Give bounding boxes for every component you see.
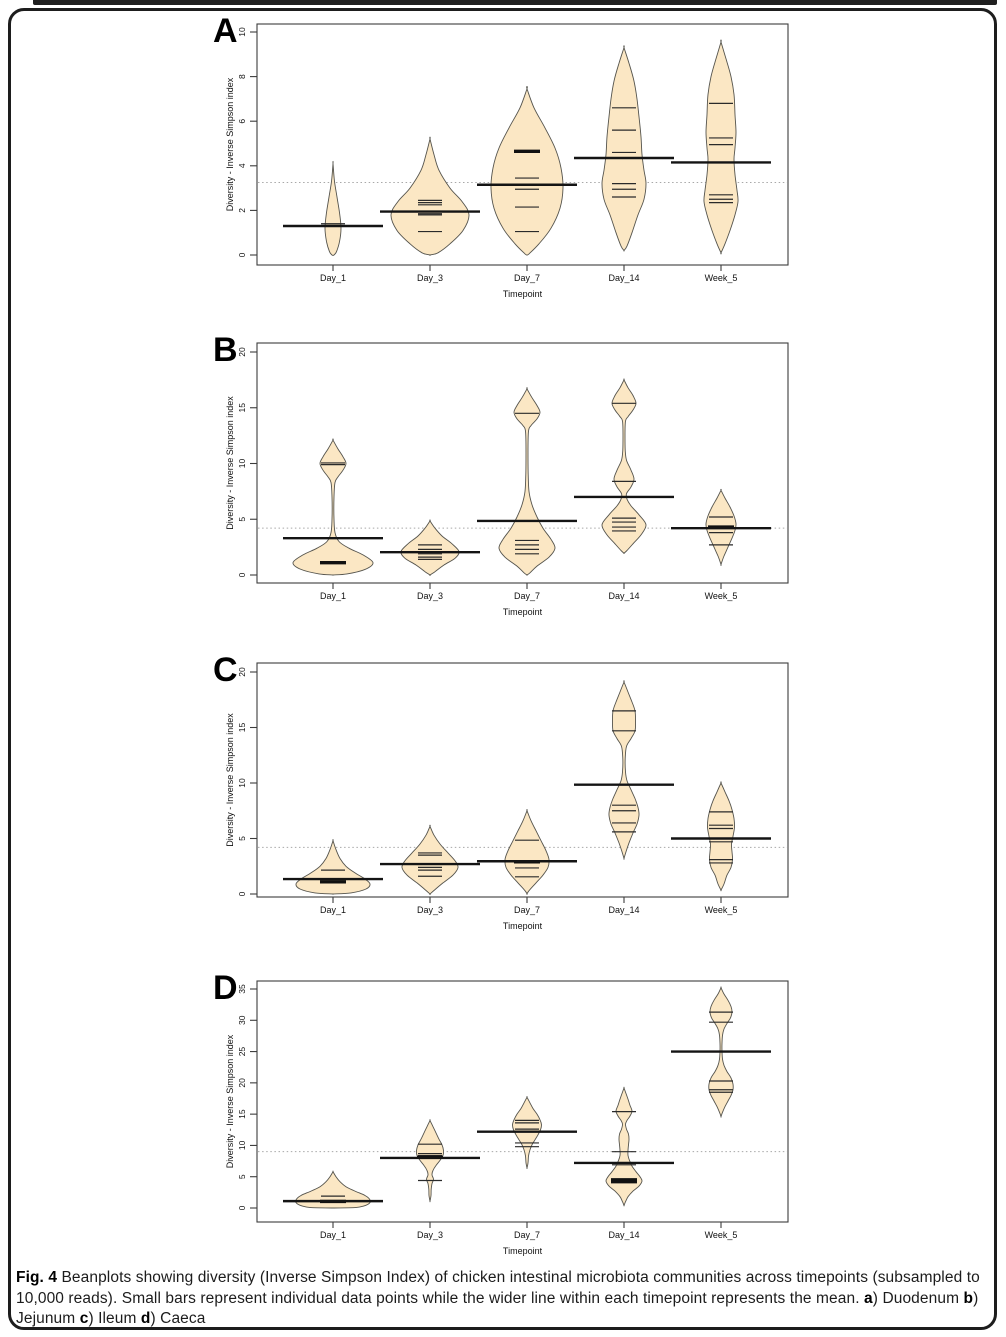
y-axis-title: Diversity - Inverse Simpson index xyxy=(225,1034,235,1168)
violin-day_14 xyxy=(601,45,647,252)
x-tick-label: Day_1 xyxy=(320,905,346,915)
y-tick-label: 0 xyxy=(237,1205,247,1210)
x-tick-label: Week_5 xyxy=(705,273,738,283)
y-tick-label: 4 xyxy=(237,163,247,168)
y-tick-label: 15 xyxy=(237,1109,247,1119)
violin-day_7 xyxy=(498,387,556,576)
x-tick-label: Day_7 xyxy=(514,1230,540,1240)
y-tick-label: 10 xyxy=(237,778,247,788)
violin-day_14 xyxy=(605,1086,643,1207)
plot-frame xyxy=(256,662,789,898)
caption-text-run: ) Caeca xyxy=(150,1310,206,1327)
x-tick-label: Day_14 xyxy=(608,591,639,601)
x-tick-label: Day_14 xyxy=(608,273,639,283)
violin-day_3 xyxy=(415,1119,445,1203)
violin-day_7 xyxy=(504,809,550,895)
violin-day_3 xyxy=(400,519,460,576)
violin-day_3 xyxy=(401,824,459,895)
y-tick-label: 5 xyxy=(237,517,247,522)
y-tick-label: 6 xyxy=(237,119,247,124)
y-tick-label: 15 xyxy=(237,723,247,733)
figure-caption: Fig. 4 Beanplots showing diversity (Inve… xyxy=(16,1268,980,1330)
violin-week_5 xyxy=(703,39,739,255)
y-tick-label: 2 xyxy=(237,208,247,213)
x-tick-label: Week_5 xyxy=(705,905,738,915)
y-tick-label: 5 xyxy=(237,1174,247,1179)
caption-bold-run: b xyxy=(963,1289,974,1307)
y-axis-title: Diversity - Inverse Simpson index xyxy=(225,396,235,530)
x-tick-label: Day_3 xyxy=(417,273,443,283)
y-axis-title: Diversity - Inverse Simpson index xyxy=(225,77,235,211)
x-tick-label: Day_1 xyxy=(320,591,346,601)
figure-caption-text: Fig. 4 Beanplots showing diversity (Inve… xyxy=(16,1269,980,1327)
panel-b: B 0 5 10 15 20 Diversity - Inverse Simpson ind… xyxy=(213,331,789,617)
plot-frame xyxy=(256,23,789,266)
page-crop-strip xyxy=(33,0,997,5)
violin-day_1 xyxy=(295,1170,371,1209)
x-tick-label: Day_3 xyxy=(417,591,443,601)
x-tick-label: Day_3 xyxy=(417,905,443,915)
x-tick-label: Day_3 xyxy=(417,1230,443,1240)
y-tick-label: 35 xyxy=(237,984,247,994)
figure-border-frame xyxy=(8,8,997,1330)
x-tick-label: Day_7 xyxy=(514,591,540,601)
x-tick-label: Day_14 xyxy=(608,1230,639,1240)
violin-day_1 xyxy=(292,438,374,576)
panel-letter: C xyxy=(213,651,238,689)
y-tick-label: 0 xyxy=(237,252,247,257)
violin-day_14 xyxy=(608,680,640,860)
caption-bold-run: d xyxy=(140,1310,151,1327)
plot-frame xyxy=(256,980,789,1223)
y-tick-label: 15 xyxy=(237,403,247,413)
x-tick-label: Week_5 xyxy=(705,591,738,601)
caption-text-run: ) Ileum xyxy=(88,1310,141,1327)
y-tick-label: 10 xyxy=(237,1140,247,1150)
caption-bold-run: c xyxy=(79,1310,89,1327)
y-tick-label: 20 xyxy=(237,1078,247,1088)
caption-text-run: ) Duodenum xyxy=(872,1289,964,1307)
x-axis-title: Timepoint xyxy=(503,1246,543,1256)
violin-day_1 xyxy=(295,839,371,895)
panel-letter: B xyxy=(213,331,238,369)
y-tick-label: 25 xyxy=(237,1047,247,1057)
panel-letter: A xyxy=(213,12,238,50)
violin-week_5 xyxy=(706,781,736,892)
violin-day_14 xyxy=(601,378,647,555)
x-tick-label: Day_7 xyxy=(514,273,540,283)
y-tick-label: 20 xyxy=(237,667,247,677)
y-tick-label: 0 xyxy=(237,572,247,577)
y-tick-label: 0 xyxy=(237,891,247,896)
panel-letter: D xyxy=(213,969,238,1007)
caption-bold-run: a xyxy=(864,1289,873,1307)
panel-c: C 0 5 10 15 20 Diversity - Inverse Simpson ind… xyxy=(213,651,789,931)
caption-bold-run: Fig. 4 xyxy=(16,1269,58,1286)
x-tick-label: Day_1 xyxy=(320,1230,346,1240)
x-axis-title: Timepoint xyxy=(503,921,543,931)
caption-text-run: ) Jejunum xyxy=(16,1289,979,1328)
violin-day_7 xyxy=(490,86,564,256)
y-tick-label: 8 xyxy=(237,74,247,79)
y-axis-title: Diversity - Inverse Simpson index xyxy=(225,713,235,847)
x-tick-label: Day_1 xyxy=(320,273,346,283)
x-axis-title: Timepoint xyxy=(503,289,543,299)
x-axis-title: Timepoint xyxy=(503,607,543,617)
y-tick-label: 10 xyxy=(237,459,247,469)
x-tick-label: Day_7 xyxy=(514,905,540,915)
panel-a: A 0 2 4 6 8 10 Diversity - Inverse Simpson inde… xyxy=(213,12,789,299)
y-tick-label: 20 xyxy=(237,347,247,357)
y-tick-label: 5 xyxy=(237,836,247,841)
x-tick-label: Week_5 xyxy=(705,1230,738,1240)
violin-day_1 xyxy=(324,160,342,256)
caption-text-run: Beanplots showing diversity (Inverse Sim… xyxy=(16,1269,980,1307)
violin-day_3 xyxy=(390,136,470,256)
panel-d: D 0 5 10 15 20 25 30 35 Diversity - Inverse Simps… xyxy=(213,969,789,1256)
y-tick-label: 10 xyxy=(237,27,247,37)
y-tick-label: 30 xyxy=(237,1015,247,1025)
x-tick-label: Day_14 xyxy=(608,905,639,915)
